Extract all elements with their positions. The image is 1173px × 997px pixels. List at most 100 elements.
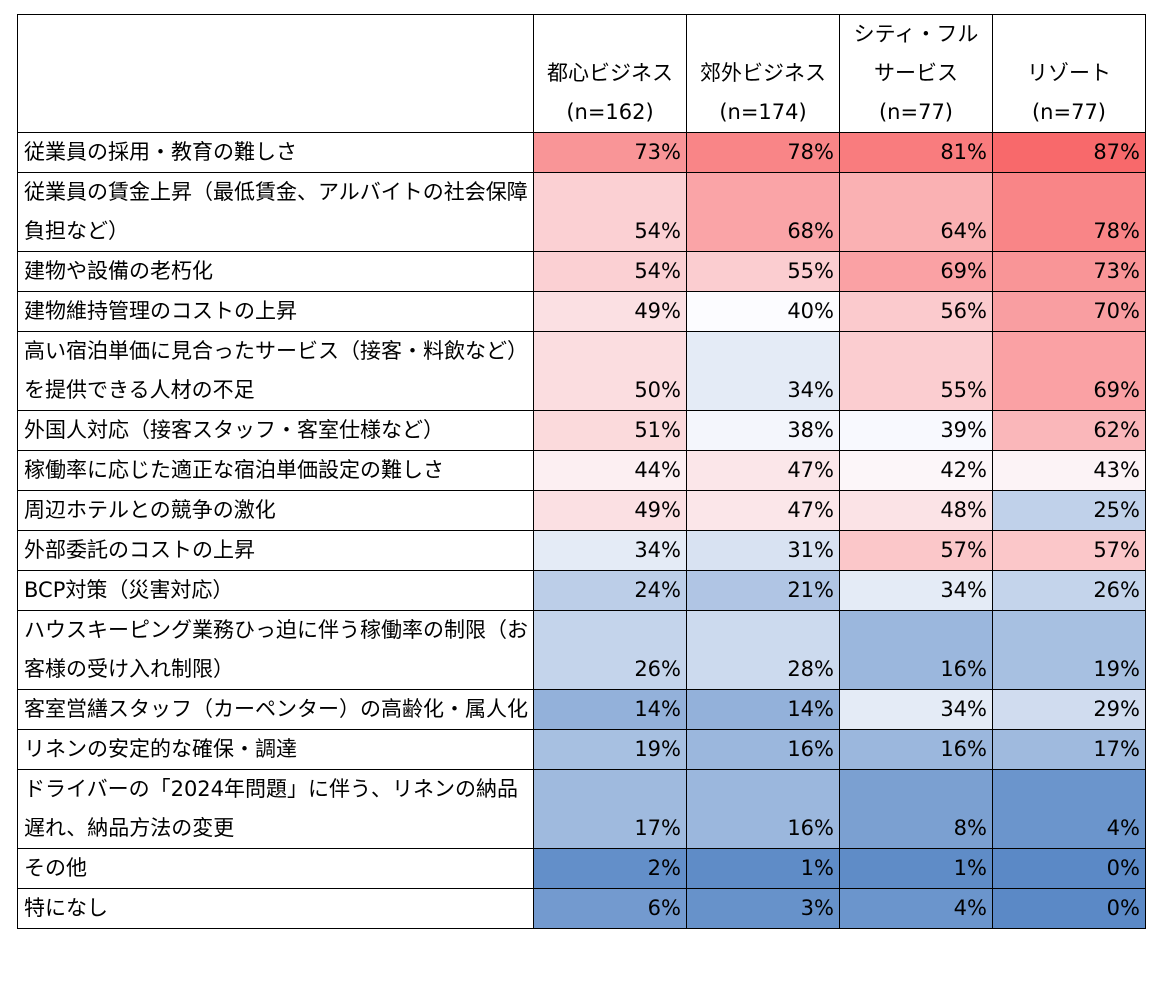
column-header: 郊外ビジネス (n=174): [686, 14, 840, 133]
row-label: ドライバーの「2024年問題」に伴う、リネンの納品遅れ、納品方法の変更: [17, 769, 534, 849]
heatmap-cell: 78%: [686, 132, 840, 173]
column-header-line: (n=77): [878, 100, 953, 124]
heatmap-cell: 28%: [686, 610, 840, 690]
heatmap-cell: 40%: [686, 291, 840, 332]
heatmap-cell: 69%: [839, 251, 993, 292]
heatmap-cell: 31%: [686, 530, 840, 571]
heatmap-cell: 39%: [839, 410, 993, 451]
heatmap-cell: 34%: [533, 530, 687, 571]
header-corner: [17, 14, 534, 133]
column-header: 都心ビジネス (n=162): [533, 14, 687, 133]
row-label: ハウスキーピング業務ひっ迫に伴う稼働率の制限（お客様の受け入れ制限）: [17, 610, 534, 690]
heatmap-cell: 42%: [839, 450, 993, 491]
column-header-line: [688, 16, 839, 55]
table-row: ハウスキーピング業務ひっ迫に伴う稼働率の制限（お客様の受け入れ制限） 26% 28%…: [17, 610, 1146, 690]
heatmap-cell: 4%: [839, 888, 993, 929]
heatmap-cell: 16%: [839, 729, 993, 770]
table-row: その他 2% 1% 1% 0%: [17, 848, 1146, 889]
heatmap-cell: 50%: [533, 331, 687, 411]
heatmap-body: 従業員の採用・教育の難しさ 73% 78% 81% 87% 従業員の賃金上昇（最低賃金、ア…: [17, 132, 1146, 929]
row-label: 従業員の採用・教育の難しさ: [17, 132, 534, 173]
table-row: 建物維持管理のコストの上昇 49% 40% 56% 70%: [17, 291, 1146, 332]
row-label: 特になし: [17, 888, 534, 929]
heatmap-cell: 81%: [839, 132, 993, 173]
row-label: 外国人対応（接客スタッフ・客室仕様など）: [17, 410, 534, 451]
heatmap-cell: 34%: [839, 689, 993, 730]
table-row: BCP対策（災害対応） 24% 21% 34% 26%: [17, 570, 1146, 611]
column-header-line: (n=77): [1031, 100, 1106, 124]
row-label: 周辺ホテルとの競争の激化: [17, 490, 534, 531]
heatmap-cell: 55%: [839, 331, 993, 411]
heatmap-cell: 48%: [839, 490, 993, 531]
heatmap-cell: 54%: [533, 172, 687, 252]
table-row: 外国人対応（接客スタッフ・客室仕様など） 51% 38% 39% 62%: [17, 410, 1146, 451]
heatmap-cell: 17%: [992, 729, 1146, 770]
column-header-line: 郊外ビジネス: [700, 61, 826, 85]
heatmap-cell: 21%: [686, 570, 840, 611]
heatmap-cell: 0%: [992, 848, 1146, 889]
heatmap-cell: 0%: [992, 888, 1146, 929]
heatmap-cell: 47%: [686, 490, 840, 531]
heatmap-cell: 68%: [686, 172, 840, 252]
heatmap-cell: 49%: [533, 291, 687, 332]
table-row: リネンの安定的な確保・調達 19% 16% 16% 17%: [17, 729, 1146, 770]
column-header-line: (n=174): [719, 100, 807, 124]
column-header-line: [535, 16, 686, 55]
heatmap-cell: 70%: [992, 291, 1146, 332]
heatmap-cell: 73%: [533, 132, 687, 173]
heatmap-cell: 55%: [686, 251, 840, 292]
column-header: シティ・フル サービス (n=77): [839, 14, 993, 133]
table-row: 周辺ホテルとの競争の激化 49% 47% 48% 25%: [17, 490, 1146, 531]
heatmap-cell: 14%: [533, 689, 687, 730]
row-label: その他: [17, 848, 534, 889]
row-label: 高い宿泊単価に見合ったサービス（接客・料飲など）を提供できる人材の不足: [17, 331, 534, 411]
table-row: 従業員の賃金上昇（最低賃金、アルバイトの社会保障負担など） 54% 68% 64% 78…: [17, 172, 1146, 252]
table-row: 特になし 6% 3% 4% 0%: [17, 888, 1146, 929]
table-row: 建物や設備の老朽化 54% 55% 69% 73%: [17, 251, 1146, 292]
row-label: 建物維持管理のコストの上昇: [17, 291, 534, 332]
heatmap-cell: 8%: [839, 769, 993, 849]
table-row: 従業員の採用・教育の難しさ 73% 78% 81% 87%: [17, 132, 1146, 173]
heatmap-cell: 14%: [686, 689, 840, 730]
heatmap-cell: 47%: [686, 450, 840, 491]
column-header: リゾート (n=77): [992, 14, 1146, 133]
heatmap-cell: 25%: [992, 490, 1146, 531]
heatmap-cell: 51%: [533, 410, 687, 451]
heatmap-cell: 19%: [533, 729, 687, 770]
heatmap-cell: 87%: [992, 132, 1146, 173]
column-header-line: (n=162): [566, 100, 654, 124]
heatmap-cell: 34%: [686, 331, 840, 411]
table-row: 外部委託のコストの上昇 34% 31% 57% 57%: [17, 530, 1146, 571]
heatmap-cell: 16%: [686, 769, 840, 849]
heatmap-cell: 26%: [992, 570, 1146, 611]
heatmap-cell: 17%: [533, 769, 687, 849]
column-header-line: リゾート: [1027, 61, 1111, 85]
heatmap-table: 都心ビジネス (n=162) 郊外ビジネス (n=174) シティ・フル サービ…: [17, 14, 1146, 929]
table-row: 客室営繕スタッフ（カーペンター）の高齢化・属人化 14% 14% 34% 29%: [17, 689, 1146, 730]
row-label: BCP対策（災害対応）: [17, 570, 534, 611]
heatmap-cell: 34%: [839, 570, 993, 611]
heatmap-cell: 57%: [992, 530, 1146, 571]
table-row: 高い宿泊単価に見合ったサービス（接客・料飲など）を提供できる人材の不足 50% 34…: [17, 331, 1146, 411]
row-label: 建物や設備の老朽化: [17, 251, 534, 292]
heatmap-cell: 19%: [992, 610, 1146, 690]
heatmap-cell: 38%: [686, 410, 840, 451]
heatmap-cell: 62%: [992, 410, 1146, 451]
table-row: 稼働率に応じた適正な宿泊単価設定の難しさ 44% 47% 42% 43%: [17, 450, 1146, 491]
column-header-line: シティ・フル: [853, 22, 979, 46]
heatmap-cell: 54%: [533, 251, 687, 292]
column-header-line: サービス: [874, 61, 958, 85]
heatmap-cell: 64%: [839, 172, 993, 252]
heatmap-cell: 69%: [992, 331, 1146, 411]
heatmap-cell: 16%: [686, 729, 840, 770]
heatmap-cell: 49%: [533, 490, 687, 531]
heatmap-cell: 6%: [533, 888, 687, 929]
header-row: 都心ビジネス (n=162) 郊外ビジネス (n=174) シティ・フル サービ…: [17, 14, 1146, 133]
heatmap-cell: 16%: [839, 610, 993, 690]
heatmap-cell: 57%: [839, 530, 993, 571]
row-label: 従業員の賃金上昇（最低賃金、アルバイトの社会保障負担など）: [17, 172, 534, 252]
heatmap-cell: 3%: [686, 888, 840, 929]
heatmap-cell: 43%: [992, 450, 1146, 491]
heatmap-cell: 2%: [533, 848, 687, 889]
heatmap-cell: 29%: [992, 689, 1146, 730]
